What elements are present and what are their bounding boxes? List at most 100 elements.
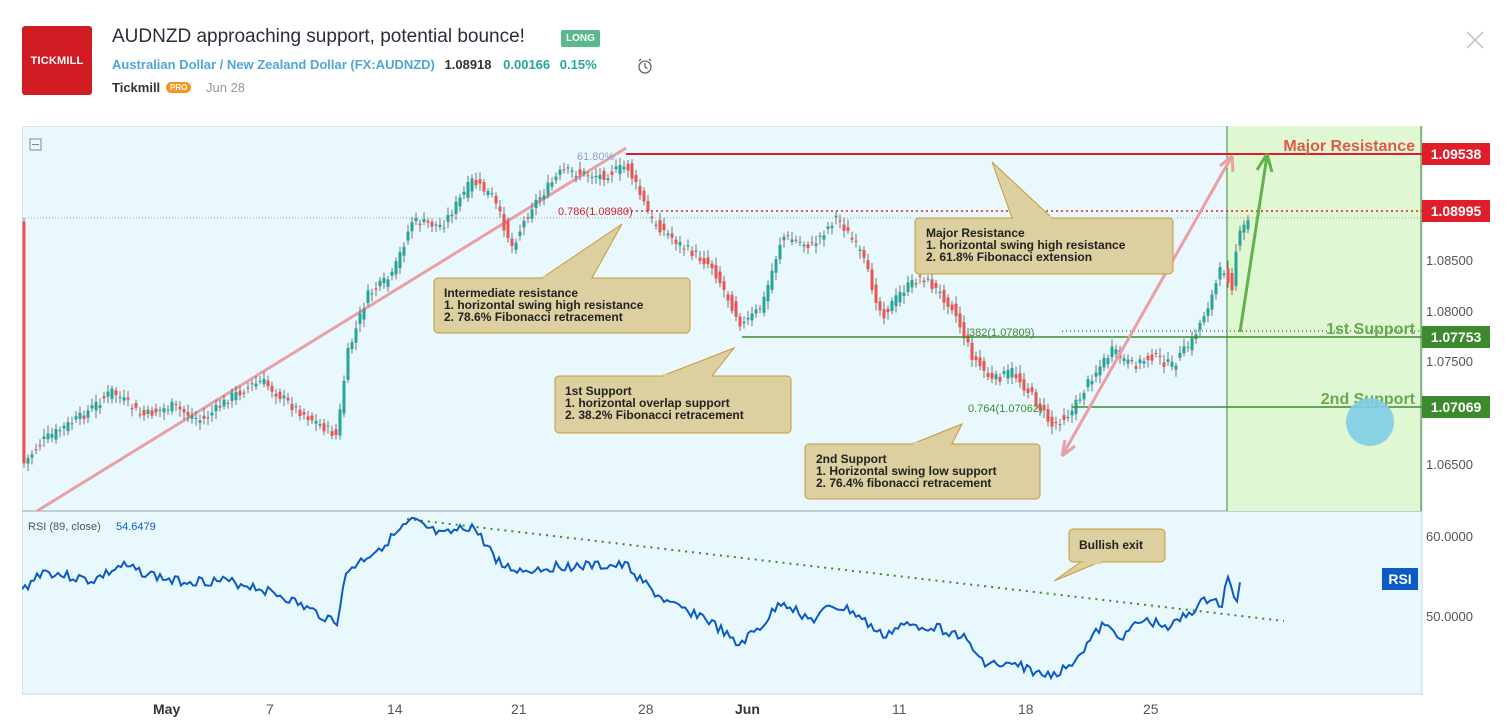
candle-body [690,250,694,257]
svg-text:Major Resistance: Major Resistance [926,226,1025,240]
candle-body [858,249,862,252]
candle-body [778,244,782,260]
collapse-icon[interactable] [29,138,42,151]
candle-body [538,197,542,200]
candle-body [950,304,954,311]
close-icon[interactable] [1463,28,1487,52]
candle-body [1170,361,1174,367]
candle-body [1214,283,1218,295]
candle-body [26,457,30,464]
fib-786-label: 0.786(1.08980) [558,206,633,218]
callout-intermediate: Intermediate resistance 1. horizontal sw… [433,223,691,334]
candle-body [958,313,962,328]
candle-body [518,231,522,236]
idea-title: AUDNZD approaching support, potential bo… [112,26,525,47]
candle-body [602,170,606,180]
candle-body [482,182,486,192]
callout-first-support: 1st Support 1. horizontal overlap suppor… [554,346,792,434]
candle-body [734,301,738,317]
time-axis[interactable]: May 7 14 21 28 Jun 11 18 25 [153,701,1159,717]
candle-body [406,231,410,241]
candle-body [638,185,642,196]
callout-second-support: 2nd Support 1. Horizontal swing low supp… [804,423,1041,500]
symbol-link[interactable]: (FX:AUDNZD) [350,57,435,72]
candle-body [974,356,978,361]
svg-text:2. 76.4% fibonacci retracement: 2. 76.4% fibonacci retracement [816,476,991,490]
candle-body [522,220,526,228]
candle-body [806,244,810,248]
candle-body [970,342,974,361]
rsi-tag: RSI [1382,568,1418,590]
candle-body [234,392,238,401]
price-axis[interactable]: 1.08500 1.08000 1.07500 1.06500 [1426,253,1473,472]
last-price: 1.08918 [444,57,492,72]
rsi-axis[interactable]: 60.0000 50.0000 [1426,529,1473,624]
candle-body [1234,251,1238,287]
candle-body [370,293,374,295]
candle-body [998,376,1002,382]
chart[interactable]: 61.80% 0.786(1.08980) 382(1.07809) 0.764… [22,126,1500,720]
candle-body [106,391,110,397]
candle-body [462,191,466,195]
price-pane[interactable] [22,126,1422,512]
candle-body [486,190,490,195]
svg-text:1.09538: 1.09538 [1431,146,1482,162]
candle-body [938,291,942,294]
candle-body [874,284,878,303]
candle-body [158,409,162,411]
candle-body [554,176,558,181]
candle-body [338,409,342,436]
svg-text:2. 78.6% Fibonacci retracement: 2. 78.6% Fibonacci retracement [444,310,623,324]
candle-body [98,405,102,408]
price-tag-first-support: 1.07753 [1422,326,1490,348]
candle-body [750,313,754,321]
svg-text:1.06500: 1.06500 [1426,457,1473,472]
rsi-pane[interactable] [22,512,1422,694]
candle-body [398,252,402,269]
projection-arrows [1060,153,1274,458]
candle-body [1122,358,1126,362]
candle-body [550,182,554,187]
author-name[interactable]: Tickmill [112,80,161,95]
candle-body [230,392,234,401]
candle-body [882,309,886,319]
candle-body [422,219,426,222]
svg-text:11: 11 [892,701,907,717]
candle-body [850,237,854,240]
candle-body [966,334,970,343]
candle-body [146,409,150,414]
candle-body [662,223,666,231]
candle-body [722,281,726,290]
candle-body [334,429,338,435]
alarm-clock-icon[interactable] [636,57,654,75]
candle-body [474,179,478,186]
candle-body [910,279,914,288]
svg-text:1.08000: 1.08000 [1426,304,1473,319]
pair-name-link[interactable]: Australian Dollar / New Zealand Dollar [112,57,347,72]
candle-body [102,396,106,399]
svg-text:60.0000: 60.0000 [1426,529,1473,544]
candle-body [1150,354,1154,361]
candle-body [330,431,334,436]
candle-body [782,236,786,241]
symbol-line: Australian Dollar / New Zealand Dollar (… [112,57,597,72]
candle-body [630,163,634,179]
first-support-label: 1st Support [1326,321,1416,338]
svg-text:1. horizontal swing high resis: 1. horizontal swing high resistance [444,298,644,312]
candle-body [222,399,226,407]
candle-body [606,178,610,181]
candle-body [66,422,70,432]
candle-body [434,224,438,226]
candle-body [498,206,502,212]
candle-body [930,279,934,290]
long-badge: LONG [561,30,600,47]
candle-body [1102,357,1106,368]
candle-body [566,167,570,169]
candle-body [362,308,366,320]
candle-body [78,412,82,419]
candle-body [154,408,158,413]
svg-text:1.08500: 1.08500 [1426,253,1473,268]
candle-body [1202,316,1206,323]
candle-body [298,409,302,416]
candle-body [438,224,442,228]
